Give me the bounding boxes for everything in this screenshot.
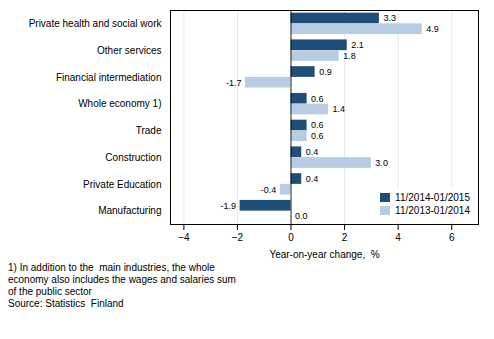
html-text:Source: Statistics Finland: Source: Statistics Finland	[8, 298, 124, 309]
svg-text:0: 0	[288, 232, 294, 243]
svg-text:Manufacturing: Manufacturing	[98, 205, 161, 216]
svg-text:Other services: Other services	[97, 45, 161, 56]
html-text:11/2013-01/2014: 11/2013-01/2014	[395, 205, 470, 216]
svg-text:−2: −2	[232, 232, 244, 243]
svg-text:Private Education: Private Education	[83, 179, 161, 190]
svg-text:0.9: 0.9	[319, 67, 332, 77]
html-text:1) In addition to the main ind: 1) In addition to the main industries, t…	[8, 262, 215, 273]
svg-text:4: 4	[395, 232, 401, 243]
svg-text:0.4: 0.4	[306, 174, 319, 184]
svg-text:1.4: 1.4	[333, 104, 346, 114]
svg-text:−4: −4	[178, 232, 190, 243]
svg-text:0.0: 0.0	[295, 211, 308, 221]
svg-text:0.6: 0.6	[311, 131, 324, 141]
svg-text:0.6: 0.6	[311, 94, 324, 104]
svg-text:4.9: 4.9	[426, 24, 439, 34]
html-text:economy also includes the wage: economy also includes the wages and sala…	[8, 274, 236, 285]
svg-text:Year-on-year change, %: Year-on-year change, %	[269, 249, 379, 260]
html-text:11/2014-01/2015: 11/2014-01/2015	[395, 192, 470, 203]
svg-text:-1.9: -1.9	[221, 201, 237, 211]
svg-text:Financial intermediation: Financial intermediation	[56, 72, 162, 83]
svg-text:2: 2	[342, 232, 348, 243]
svg-text:-0.4: -0.4	[261, 185, 277, 195]
svg-text:3.3: 3.3	[383, 13, 396, 23]
svg-text:0.6: 0.6	[311, 120, 324, 130]
svg-text:0.4: 0.4	[306, 147, 319, 157]
svg-text:Trade: Trade	[136, 125, 162, 136]
svg-text:2.1: 2.1	[351, 40, 364, 50]
svg-text:-1.7: -1.7	[226, 78, 242, 88]
svg-text:3.0: 3.0	[375, 158, 388, 168]
svg-text:Construction: Construction	[105, 152, 161, 163]
svg-text:Whole economy 1): Whole economy 1)	[78, 98, 161, 109]
svg-text:Private health and social work: Private health and social work	[29, 18, 163, 29]
svg-text:1.8: 1.8	[343, 51, 356, 61]
svg-text:6: 6	[449, 232, 455, 243]
html-text:of the public sector: of the public sector	[8, 286, 92, 297]
